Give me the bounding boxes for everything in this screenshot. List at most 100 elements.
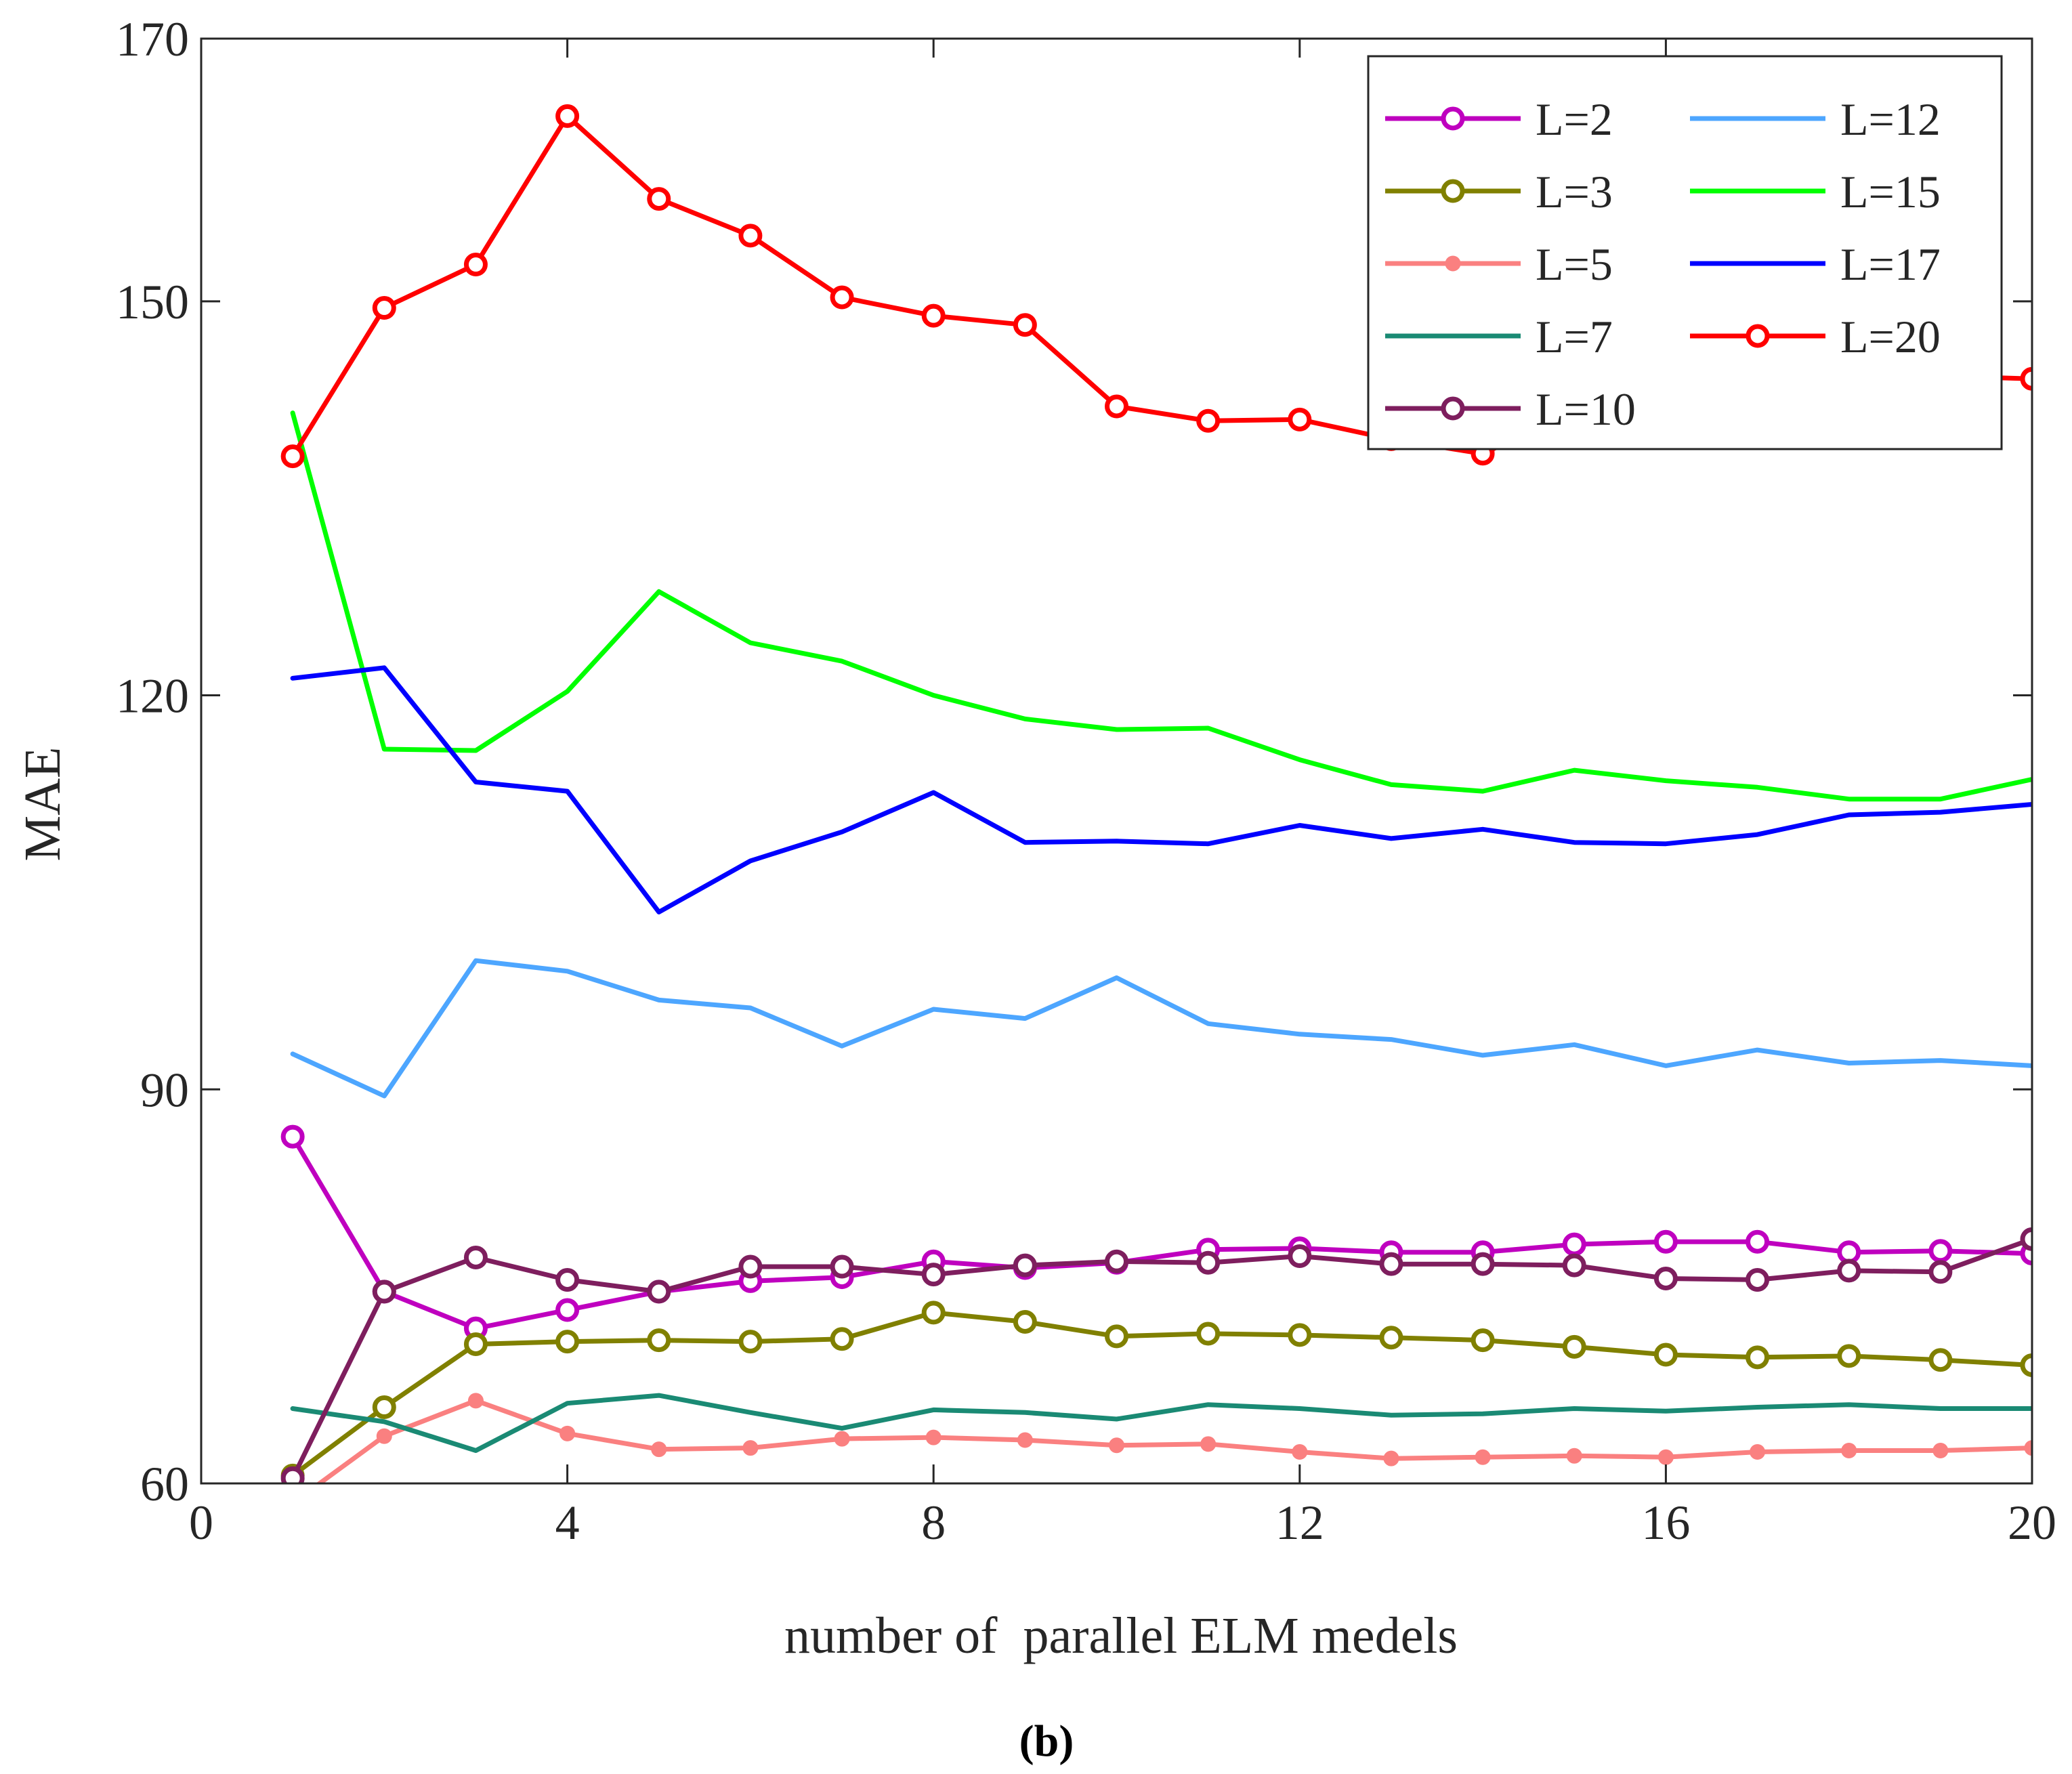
data-point: [1932, 1443, 1949, 1459]
data-point: [738, 1254, 763, 1279]
data-point: [830, 1254, 854, 1279]
legend-entry: L=3: [1385, 166, 1613, 217]
legend-label: L=12: [1840, 93, 1941, 145]
legend-label: L=15: [1840, 166, 1941, 217]
data-point: [651, 1441, 667, 1458]
series-line: [290, 1236, 2032, 1481]
series-l-5: [315, 1393, 2032, 1483]
series-l-3: [280, 1301, 2032, 1483]
data-point: [1383, 1450, 1399, 1466]
data-point: [830, 285, 854, 310]
data-point: [1288, 407, 1312, 431]
data-point: [1013, 1309, 1037, 1334]
series-l-12: [290, 958, 2032, 1099]
data-point: [467, 1393, 484, 1409]
legend-entry: L=7: [1385, 311, 1613, 362]
data-point: [1196, 408, 1221, 433]
data-point: [1837, 1344, 1861, 1368]
data-point: [2024, 1440, 2032, 1456]
legend-entry: L=17: [1690, 238, 1941, 290]
series-l-17: [290, 665, 2032, 914]
data-point: [1750, 1443, 1766, 1460]
y-tick-label: 60: [140, 1457, 189, 1511]
data-point: [1746, 1267, 1770, 1292]
series-line: [290, 1310, 2032, 1478]
data-point: [1471, 1252, 1495, 1276]
series-l-10: [280, 1227, 2032, 1483]
data-point: [647, 1280, 671, 1304]
legend-marker: [1441, 106, 1465, 131]
y-axis-label: MAE: [14, 747, 71, 862]
series-line: [315, 1398, 2032, 1483]
data-point: [647, 1328, 671, 1353]
data-point: [280, 1466, 305, 1483]
data-point: [1200, 1436, 1217, 1452]
data-point: [463, 253, 488, 277]
x-tick-label: 4: [555, 1496, 580, 1550]
series-line: [290, 958, 2032, 1099]
data-point: [1105, 1249, 1128, 1273]
series-line: [290, 410, 2032, 802]
series-line: [290, 665, 2032, 914]
legend-marker: [1746, 324, 1770, 348]
data-point: [1196, 1322, 1221, 1346]
legend-label: L=7: [1536, 311, 1613, 362]
data-point: [1105, 394, 1128, 419]
data-point: [280, 444, 305, 469]
legend-marker: [1441, 179, 1465, 203]
data-point: [1379, 1252, 1403, 1276]
data-point: [1196, 1250, 1221, 1275]
axes-box: [200, 37, 2033, 1485]
data-point: [738, 224, 763, 248]
y-tick-label: 90: [140, 1063, 189, 1117]
y-tick-label: 150: [116, 275, 189, 329]
data-point: [1653, 1229, 1678, 1254]
data-point: [555, 1267, 580, 1292]
data-point: [372, 1280, 396, 1304]
data-point: [2020, 1227, 2032, 1251]
legend-label: L=2: [1536, 93, 1613, 145]
data-point: [1566, 1448, 1582, 1464]
legend-marker: [1441, 396, 1465, 421]
data-point: [738, 1330, 763, 1354]
x-tick-label: 12: [1275, 1496, 1324, 1550]
series-line: [290, 1393, 2032, 1453]
data-point: [834, 1431, 850, 1447]
legend-entry: L=10: [1385, 383, 1636, 435]
legend-label: L=10: [1536, 383, 1636, 435]
data-point: [921, 1263, 946, 1287]
data-point: [1653, 1267, 1678, 1291]
legend-label: L=3: [1536, 166, 1613, 217]
series-l-15: [290, 410, 2032, 802]
y-tick-label: 170: [116, 12, 189, 66]
data-point: [1562, 1334, 1586, 1359]
data-point: [1292, 1443, 1308, 1460]
data-point: [1288, 1323, 1312, 1347]
data-point: [925, 1429, 942, 1445]
data-point: [2020, 1353, 2032, 1377]
axes-layer: 0 4 8 12 16 20 60 90 120 150 170: [116, 12, 2056, 1550]
figure-caption: (b): [1019, 1716, 1074, 1766]
data-point: [280, 1124, 305, 1149]
data-point: [555, 104, 580, 128]
data-point: [1928, 1348, 1953, 1372]
legend-box: [1367, 55, 2003, 450]
legend: L=2 L=3 L=5 L=7 L=10 L=12 L=15 L=17 L=20: [1367, 55, 2003, 450]
data-point: [830, 1327, 854, 1351]
data-point: [921, 1301, 946, 1325]
data-point: [555, 1330, 580, 1354]
data-point: [372, 296, 396, 320]
x-tick-label: 16: [1641, 1496, 1690, 1550]
data-point: [1562, 1232, 1586, 1256]
series-layer: [280, 104, 2032, 1483]
data-point: [1746, 1345, 1770, 1370]
legend-label: L=17: [1840, 238, 1941, 290]
data-point: [1475, 1449, 1491, 1465]
data-point: [1928, 1260, 1953, 1284]
data-point: [1837, 1259, 1861, 1283]
data-point: [1562, 1253, 1586, 1277]
x-tick-label: 8: [921, 1496, 946, 1550]
x-tick-label: 20: [2008, 1496, 2056, 1550]
data-point: [463, 1245, 488, 1269]
